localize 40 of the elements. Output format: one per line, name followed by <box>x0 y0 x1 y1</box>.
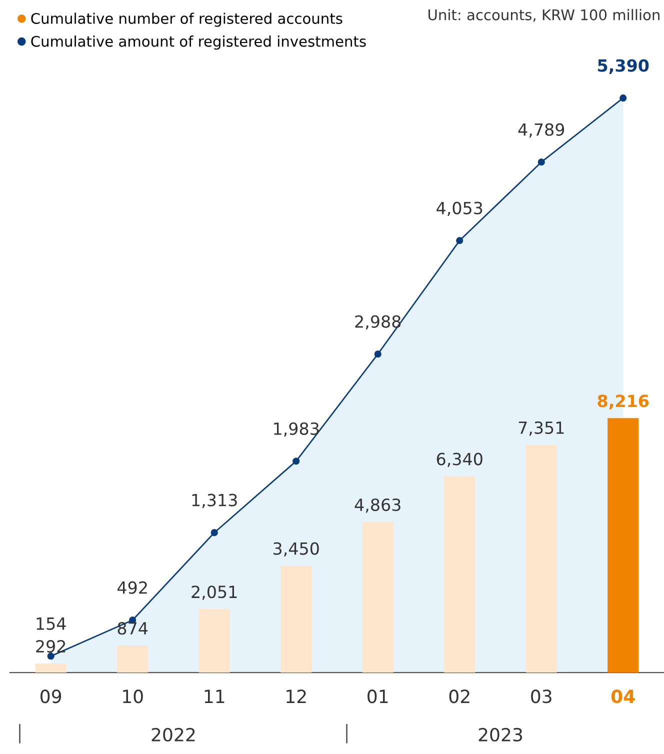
bar <box>198 609 230 673</box>
data-label: 4,053 <box>436 202 482 216</box>
bar <box>526 444 557 673</box>
text: 2022 <box>152 728 195 742</box>
bar <box>444 476 476 673</box>
bar <box>35 664 66 673</box>
data-label: 492 <box>118 581 147 594</box>
data-label: 8,216 <box>598 394 649 410</box>
x-tick-label: 03 <box>531 690 552 704</box>
bar <box>280 566 312 673</box>
legend-label: Cumulative amount of registered investments <box>31 36 366 50</box>
data-label: 1,313 <box>192 494 237 508</box>
x-tick-label: 04 <box>611 690 635 704</box>
data-label: 874 <box>118 622 148 635</box>
data-label: 7,351 <box>518 421 564 436</box>
legend-label: Cumulative number of registered accounts <box>31 12 342 27</box>
x-tick-label: 11 <box>204 690 224 703</box>
x-tick-label: 02 <box>449 690 470 704</box>
x-tick-label: 10 <box>123 690 143 704</box>
bar <box>362 522 394 673</box>
point <box>47 652 54 660</box>
x-tick-label: 09 <box>40 690 62 704</box>
data-label: 1,983 <box>274 422 319 437</box>
data-label: 6,340 <box>436 452 482 468</box>
bar <box>608 418 639 673</box>
point <box>292 458 300 465</box>
data-label: 4,789 <box>518 123 564 138</box>
point <box>210 529 218 536</box>
text: Unit: accounts, KRW 100 million <box>428 9 660 22</box>
data-label: 2,988 <box>355 315 401 330</box>
text: 2023 <box>478 728 522 742</box>
data-label: 292 <box>36 640 66 653</box>
x-tick-label: 01 <box>368 690 388 704</box>
bar <box>117 646 148 673</box>
data-label: 2,051 <box>192 586 237 600</box>
data-label: 3,450 <box>274 542 319 557</box>
x-tick-label: 12 <box>286 690 306 703</box>
data-label: 4,863 <box>354 498 400 513</box>
data-label: 5,390 <box>598 59 649 74</box>
data-label: 154 <box>36 618 66 630</box>
